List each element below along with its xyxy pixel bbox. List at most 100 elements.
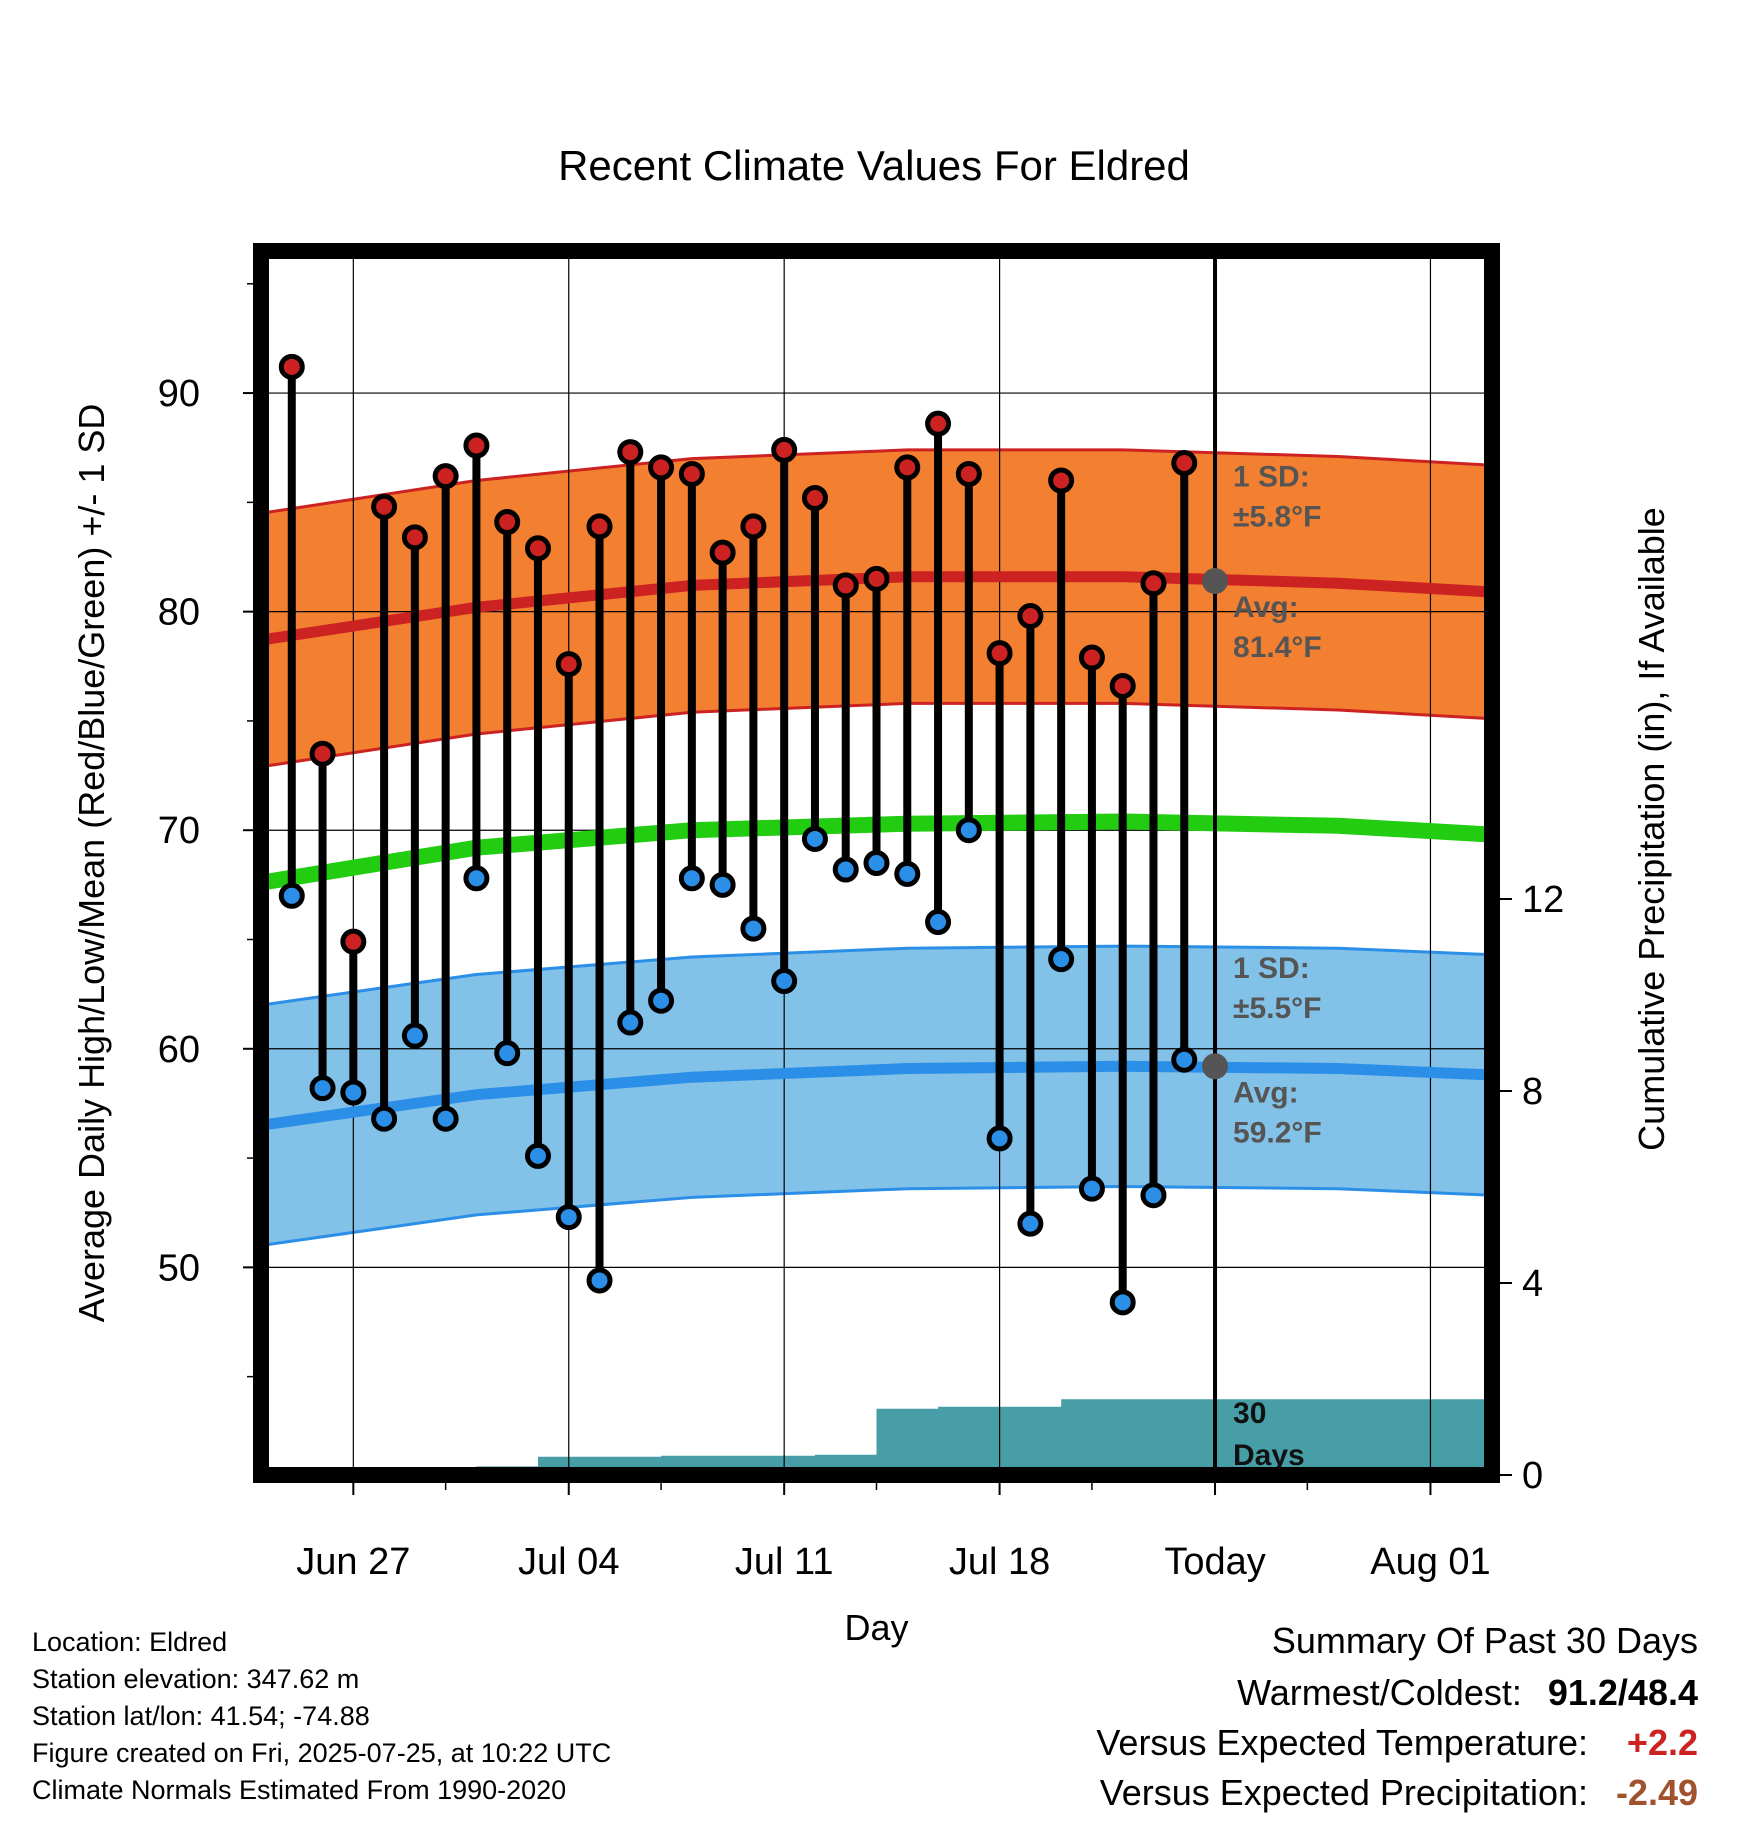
high-point [740, 513, 767, 540]
location-text: Location: Eldred [32, 1627, 228, 1657]
y-left-tick-label: 70 [158, 810, 200, 852]
y-left-tick-label: 90 [158, 373, 200, 415]
y-axis-label-left: Average Daily High/Low/Mean (Red/Blue/Gr… [71, 404, 112, 1323]
daily-stems [287, 366, 1189, 1303]
low-point [1171, 1046, 1198, 1073]
today-avg-high-dot [1202, 568, 1229, 595]
annotations: 1 SD: ±5.8°F Avg: 81.4°F 1 SD: ±5.5°F Av… [1233, 460, 1322, 1472]
summary-warm-cold: Warmest/Coldest: 91.2/48.4 [1237, 1672, 1698, 1714]
precip-label: Versus Expected Precipitation: [1099, 1772, 1588, 1813]
low-normal-line [261, 1060, 1492, 1131]
x-axis-label: Day [844, 1607, 908, 1648]
high-point [1048, 467, 1075, 494]
y-left-tick-label: 50 [158, 1247, 200, 1289]
low-point [617, 1009, 644, 1036]
y-right-tick-label: 0 [1522, 1455, 1543, 1497]
high-point [586, 513, 613, 540]
high-point [1171, 450, 1198, 477]
low-point [832, 856, 859, 883]
created-text: Figure created on Fri, 2025-07-25, at 10… [32, 1738, 612, 1768]
low-point [801, 825, 828, 852]
high-point [1078, 644, 1105, 671]
high-avg-value: 81.4°F [1233, 631, 1322, 664]
high-point [463, 432, 490, 459]
precip-value: -2.49 [1615, 1772, 1698, 1813]
high-point [925, 410, 952, 437]
x-tick-label: Jul 04 [518, 1541, 619, 1583]
low-point [1017, 1210, 1044, 1237]
low-avg-value: 59.2°F [1233, 1116, 1322, 1149]
days-count: 30 [1233, 1397, 1266, 1430]
today-avg-low-dot [1202, 1053, 1229, 1080]
high-sd-value: ±5.8°F [1233, 500, 1322, 533]
plot-area [261, 251, 1492, 1475]
low-point [925, 909, 952, 936]
low-point [463, 865, 490, 892]
low-avg-label: Avg: [1233, 1076, 1299, 1109]
warm-cold-value: 91.2/48.4 [1547, 1672, 1698, 1713]
high-point [678, 460, 705, 487]
daily-points [278, 353, 1198, 1316]
low-sd-value: ±5.5°F [1233, 992, 1322, 1025]
high-point [955, 460, 982, 487]
low-point [340, 1079, 367, 1106]
high-point [832, 572, 859, 599]
high-point [524, 535, 551, 562]
high-point [309, 740, 336, 767]
x-tick-label: Jun 27 [296, 1541, 410, 1583]
high-point [371, 493, 398, 520]
low-sd-band-lower-edge [261, 1184, 1492, 1247]
low-point [309, 1075, 336, 1102]
y-left-tick-label: 60 [158, 1029, 200, 1071]
low-point [555, 1204, 582, 1231]
summary-title: Summary Of Past 30 Days [1271, 1620, 1698, 1661]
high-point [863, 565, 890, 592]
low-point [586, 1267, 613, 1294]
low-point [524, 1142, 551, 1169]
days-word: Days [1233, 1439, 1305, 1472]
high-point [617, 439, 644, 466]
high-point [555, 651, 582, 678]
low-point [678, 865, 705, 892]
low-point [1109, 1289, 1136, 1316]
elevation-text: Station elevation: 347.62 m [32, 1664, 360, 1694]
low-point [401, 1022, 428, 1049]
high-point [801, 484, 828, 511]
low-point [986, 1125, 1013, 1152]
high-point [340, 928, 367, 955]
high-sd-label: 1 SD: [1233, 460, 1310, 493]
x-tick-label: Today [1164, 1541, 1265, 1583]
low-point [494, 1040, 521, 1067]
low-sd-label: 1 SD: [1233, 952, 1310, 985]
today-marker [1202, 251, 1229, 1475]
warm-cold-label: Warmest/Coldest: [1237, 1672, 1522, 1713]
low-point [771, 968, 798, 995]
normals-text: Climate Normals Estimated From 1990-2020 [32, 1775, 567, 1805]
high-point [648, 454, 675, 481]
x-tick-label: Jul 11 [735, 1541, 834, 1583]
station-info: Location: Eldred Station elevation: 347.… [32, 1624, 611, 1809]
high-point [432, 463, 459, 490]
plot-frame [253, 243, 1500, 1483]
low-point [1078, 1175, 1105, 1202]
low-point [278, 882, 305, 909]
y-left-tick-label: 80 [158, 592, 200, 634]
summary-temp: Versus Expected Temperature: +2.2 [1096, 1722, 1698, 1764]
low-point [709, 871, 736, 898]
y-axis-label-right: Cumulative Precipitation (in), If Availa… [1631, 507, 1672, 1151]
precip-area [261, 1399, 1492, 1475]
y-right-tick-label: 8 [1522, 1071, 1543, 1113]
high-point [1017, 603, 1044, 630]
latlon-text: Station lat/lon: 41.54; -74.88 [32, 1701, 370, 1731]
cumulative-precip-area [261, 1399, 1492, 1475]
temp-value: +2.2 [1626, 1722, 1698, 1763]
high-point [1109, 672, 1136, 699]
y-right-tick-label: 12 [1522, 879, 1564, 921]
high-point [894, 454, 921, 481]
high-point [771, 436, 798, 463]
low-point [432, 1105, 459, 1132]
high-point [278, 353, 305, 380]
low-point [894, 860, 921, 887]
high-avg-label: Avg: [1233, 591, 1299, 624]
